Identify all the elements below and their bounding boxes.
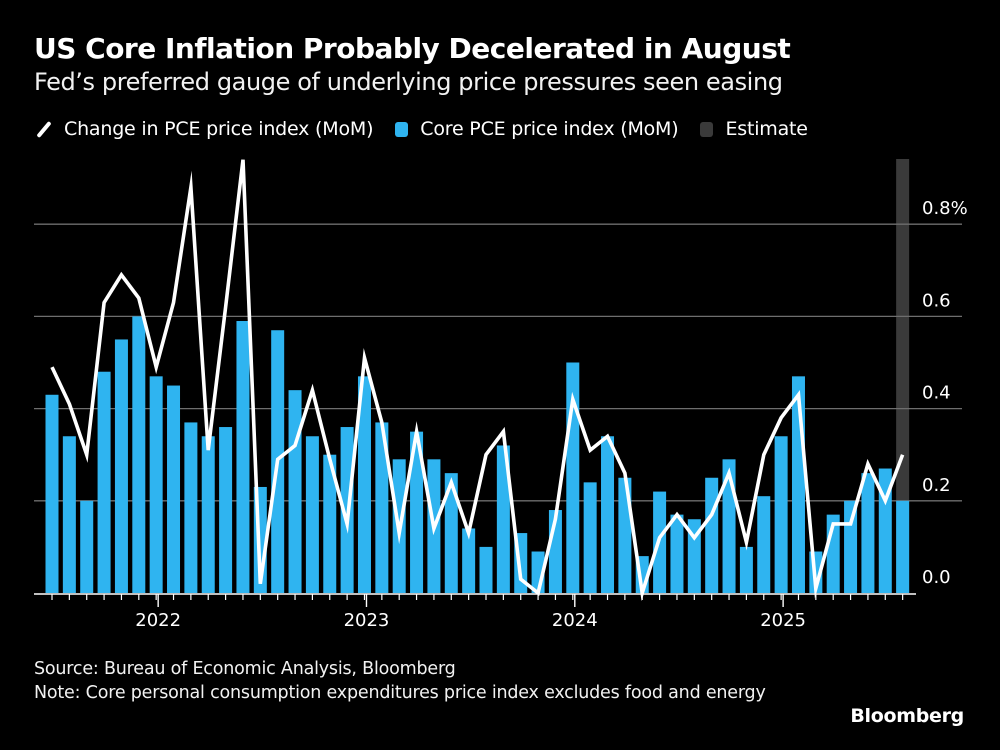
bar xyxy=(236,321,250,593)
x-tick-label: 2025 xyxy=(760,610,806,631)
y-tick-label: 0.4 xyxy=(922,383,951,404)
bar xyxy=(496,445,510,593)
bar xyxy=(878,468,892,593)
legend: Change in PCE price index (MoM) Core PCE… xyxy=(34,118,830,140)
chart: 0.0 0.2 0.4 0.6 0.8% 2022 2023 2024 2025 xyxy=(34,159,968,631)
bar xyxy=(305,436,319,593)
bar xyxy=(583,482,597,593)
bar xyxy=(184,422,198,593)
legend-item-estimate: Estimate xyxy=(700,118,808,140)
bar xyxy=(861,473,875,593)
bar xyxy=(462,528,476,593)
source-note: Source: Bureau of Economic Analysis, Blo… xyxy=(34,659,456,679)
bar xyxy=(323,454,337,593)
legend-item-core-pce: Core PCE price index (MoM) xyxy=(395,118,679,140)
legend-label-pce: Change in PCE price index (MoM) xyxy=(64,118,374,140)
bar xyxy=(357,376,371,593)
estimate-column xyxy=(896,159,910,593)
bar xyxy=(97,371,111,593)
bar xyxy=(375,422,389,593)
x-tick-label: 2023 xyxy=(344,610,390,631)
legend-item-pce: Change in PCE price index (MoM) xyxy=(34,118,373,140)
bar xyxy=(705,477,719,593)
bar xyxy=(444,473,458,593)
bar xyxy=(410,431,424,593)
bar xyxy=(167,385,181,593)
bar xyxy=(670,514,684,593)
bar xyxy=(288,390,302,593)
y-tick-label: 0.8% xyxy=(922,198,968,219)
bar xyxy=(201,436,215,593)
x-tick-label: 2022 xyxy=(135,610,181,631)
bar xyxy=(219,427,233,593)
legend-label-estimate: Estimate xyxy=(725,118,808,140)
pce-line xyxy=(50,159,905,602)
bar xyxy=(80,500,94,593)
bloomberg-logo: Bloomberg xyxy=(850,705,964,727)
chart-subtitle: Fed’s preferred gauge of underlying pric… xyxy=(34,68,783,96)
legend-label-core-pce: Core PCE price index (MoM) xyxy=(420,118,679,140)
footnote: Note: Core personal consumption expendit… xyxy=(34,683,766,703)
y-tick-label: 0.6 xyxy=(922,290,951,311)
y-tick-label: 0.0 xyxy=(922,567,951,588)
bar xyxy=(114,339,128,593)
square-icon xyxy=(395,121,409,137)
bar xyxy=(62,436,76,593)
bar xyxy=(132,316,146,593)
bar xyxy=(757,496,771,593)
y-tick-label: 0.2 xyxy=(922,475,951,496)
bar xyxy=(687,519,701,593)
bar xyxy=(896,500,910,593)
x-tick-label: 2024 xyxy=(552,610,598,631)
bar xyxy=(45,394,59,593)
bar xyxy=(774,436,788,593)
footer: Source: Bureau of Economic Analysis, Blo… xyxy=(34,657,814,705)
bar xyxy=(479,546,493,593)
bar xyxy=(739,546,753,593)
square-icon xyxy=(700,121,714,137)
bar xyxy=(149,376,163,593)
bar xyxy=(601,436,615,593)
chart-title: US Core Inflation Probably Decelerated i… xyxy=(34,32,791,65)
